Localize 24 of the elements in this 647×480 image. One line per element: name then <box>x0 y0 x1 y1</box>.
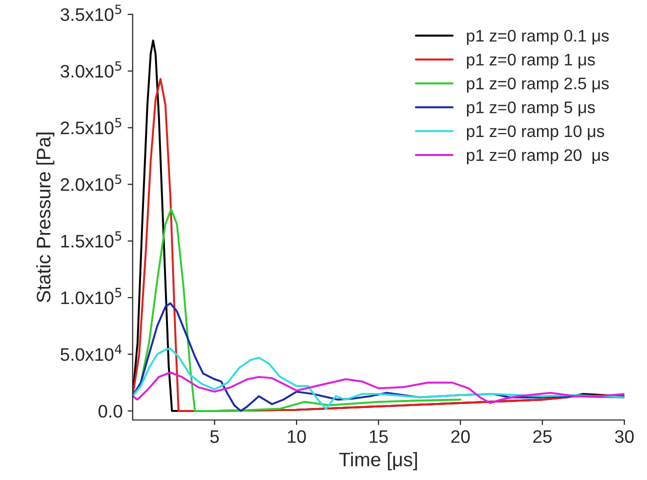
y-tick-label: 3.0x10$^{5}$ <box>60 61 122 78</box>
y-tick-label: 5.0x10$^{4}$ <box>60 344 122 361</box>
x-axis-title: Time [μs] <box>339 452 417 470</box>
legend-label: p1 z=0 ramp 5 μs <box>466 101 595 117</box>
legend-label: p1 z=0 ramp 0.1 μs <box>466 30 609 45</box>
legend-label: p1 z=0 ramp 1 μs <box>466 54 595 69</box>
x-tick-label: 30 <box>615 430 634 443</box>
x-tick-label: 10 <box>288 430 306 443</box>
x-tick-label: 5 <box>210 430 219 443</box>
y-tick-label: 1.5x10$^{5}$ <box>61 231 122 248</box>
legend-label: p1 z=0 ramp 2.5 μs <box>466 78 609 93</box>
line-series <box>132 348 624 410</box>
line-series <box>132 371 624 404</box>
x-tick-label: 25 <box>533 430 552 443</box>
y-tick-label: 0.0 <box>98 404 122 418</box>
x-tick-label: 15 <box>370 430 388 443</box>
y-tick-label: 3.5x10$^{5}$ <box>60 4 122 21</box>
y-tick-label: 2.5x10$^{5}$ <box>60 118 122 134</box>
legend-label: p1 z=0 ramp 10 μs <box>466 125 604 140</box>
y-tick-label: 1.0x10$^{5}$ <box>61 288 122 304</box>
x-tick-label: 20 <box>451 430 470 443</box>
legend-label: p1 z=0 ramp 20 μs <box>466 149 609 164</box>
y-tick-label: 2.0x10$^{5}$ <box>60 174 122 191</box>
y-axis-title: Static Pressure [Pa] <box>36 132 54 302</box>
